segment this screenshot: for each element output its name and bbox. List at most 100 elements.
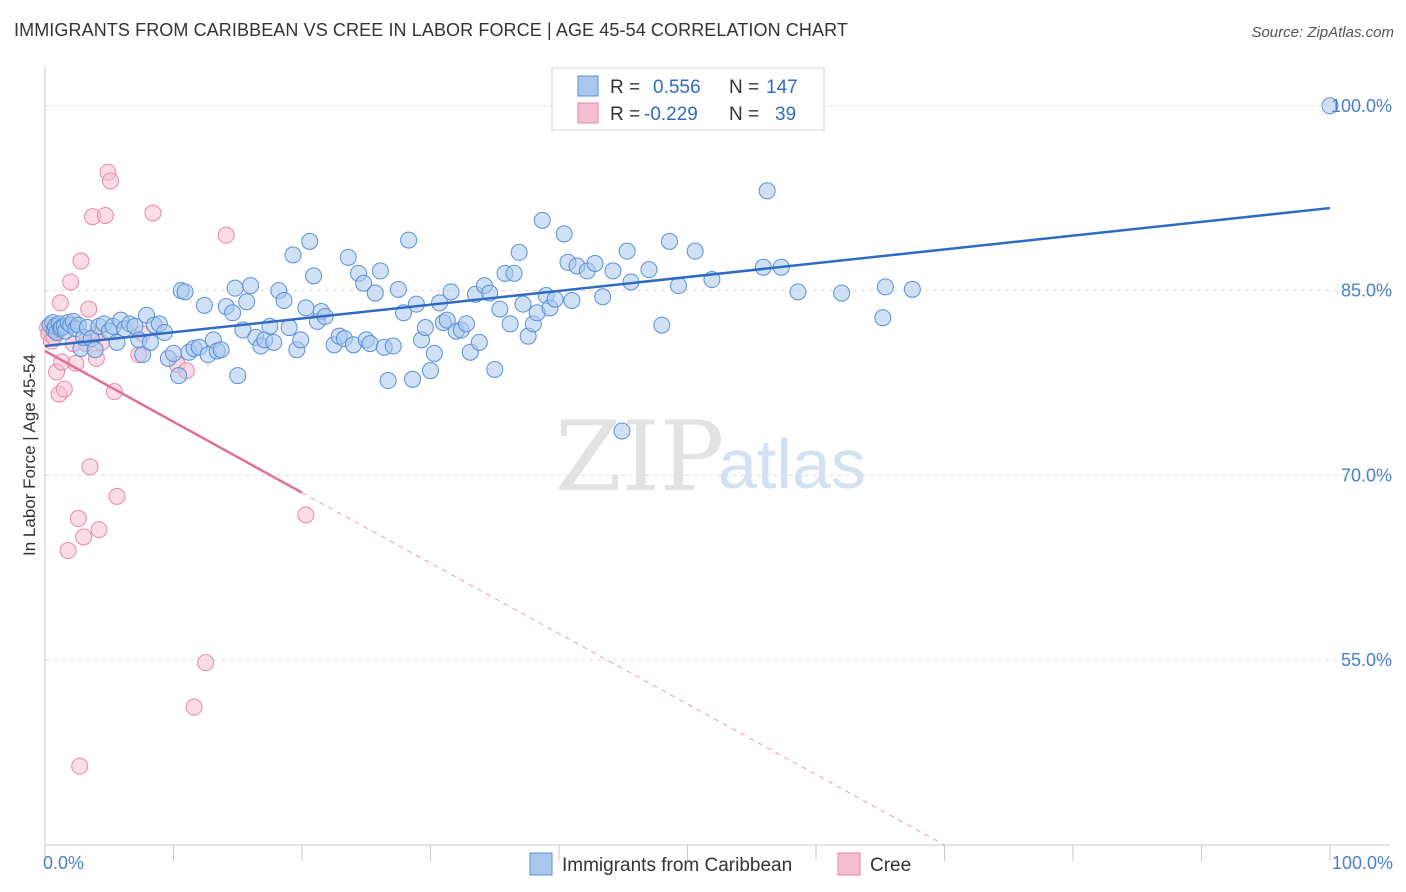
caribbean-point	[400, 231, 418, 249]
x-tick-label: 100.0%	[1332, 853, 1393, 873]
cree-point	[217, 226, 235, 244]
caribbean-point	[165, 344, 182, 362]
caribbean-point	[486, 360, 504, 378]
watermark-atlas: atlas	[718, 425, 866, 503]
x-tick-label: 0.0%	[43, 853, 84, 873]
cree-point	[81, 458, 99, 476]
caribbean-point	[505, 264, 523, 282]
cree-point	[96, 206, 114, 224]
caribbean-point	[640, 261, 658, 279]
cree-trend-extension	[301, 492, 945, 846]
legend-n-value-1: 147	[766, 77, 798, 98]
caribbean-point	[361, 335, 379, 353]
caribbean-trend-line	[44, 206, 1331, 348]
y-axis-label: In Labor Force | Age 45-54	[20, 354, 39, 556]
caribbean-point	[86, 341, 104, 359]
axes	[44, 67, 1390, 861]
caribbean-points	[41, 97, 1339, 440]
caribbean-point	[833, 284, 851, 302]
legend-r-label-1: R =	[610, 77, 640, 98]
caribbean-point	[661, 232, 679, 250]
caribbean-point	[670, 277, 688, 295]
bottom-legend: Immigrants from Caribbean Cree	[529, 852, 911, 876]
caribbean-point	[379, 372, 397, 390]
caribbean-point	[457, 315, 475, 333]
caribbean-point	[371, 262, 389, 280]
caribbean-point	[686, 242, 704, 260]
legend-r-label-2: R =	[610, 104, 640, 125]
caribbean-point	[555, 225, 573, 243]
caribbean-point	[422, 362, 439, 380]
caribbean-point	[533, 211, 551, 229]
legend-n-value-2: 39	[775, 104, 796, 125]
y-tick-label: 85.0%	[1341, 281, 1392, 301]
caribbean-point	[653, 316, 671, 334]
caribbean-point	[594, 288, 612, 306]
legend-box: R = 0.556 N = 147 R = -0.229 N = 39	[551, 67, 825, 131]
cree-point	[62, 273, 80, 291]
trend-lines	[44, 206, 1331, 846]
cree-point	[59, 542, 77, 560]
legend-swatch-cree	[577, 102, 599, 124]
legend-r-value-2: -0.229	[644, 104, 698, 125]
watermark-zip: ZIP	[555, 401, 724, 513]
caribbean-point	[470, 333, 488, 351]
bottom-legend-swatch-cree	[837, 852, 861, 876]
caribbean-point	[874, 309, 892, 327]
caribbean-point	[407, 295, 425, 313]
caribbean-point	[438, 311, 456, 329]
caribbean-point	[510, 243, 528, 261]
cree-point	[108, 487, 126, 505]
caribbean-point	[425, 344, 443, 362]
caribbean-point	[141, 333, 159, 351]
caribbean-point	[563, 291, 581, 309]
caribbean-point	[546, 290, 564, 308]
caribbean-point	[292, 331, 310, 349]
bottom-legend-label-cree: Cree	[870, 855, 911, 876]
caribbean-point	[604, 262, 622, 280]
caribbean-point	[389, 280, 407, 298]
caribbean-point	[384, 337, 402, 355]
y-tick-labels: 100.0% 85.0% 70.0% 55.0%	[1331, 96, 1392, 670]
legend-swatch-caribbean	[577, 75, 599, 97]
caribbean-point	[275, 291, 293, 309]
legend-n-label-2: N =	[729, 104, 759, 125]
caribbean-point	[170, 367, 188, 385]
caribbean-point	[229, 367, 247, 385]
caribbean-point	[134, 346, 152, 364]
caribbean-point	[876, 278, 894, 296]
cree-point	[55, 380, 73, 398]
caribbean-point	[176, 283, 194, 301]
caribbean-point	[212, 341, 230, 359]
y-tick-label: 55.0%	[1341, 650, 1392, 670]
cree-point	[71, 757, 89, 775]
caribbean-point	[280, 319, 298, 337]
caribbean-point	[301, 232, 319, 250]
legend-r-value-1: 0.556	[653, 77, 701, 98]
cree-point	[51, 294, 69, 312]
caribbean-point	[903, 280, 921, 298]
source-label: Source: ZipAtlas.com	[1251, 24, 1394, 41]
caribbean-point	[238, 293, 256, 311]
caribbean-point	[613, 422, 631, 440]
caribbean-point	[339, 248, 357, 266]
cree-trend-line	[44, 349, 303, 494]
cree-point	[297, 506, 315, 524]
caribbean-point	[758, 182, 776, 200]
caribbean-point	[491, 300, 509, 318]
legend-n-label-1: N =	[729, 77, 759, 98]
caribbean-point	[297, 299, 315, 317]
caribbean-point	[442, 283, 460, 301]
caribbean-point	[416, 319, 434, 337]
caribbean-point	[242, 277, 260, 295]
caribbean-point	[586, 254, 604, 272]
cree-point	[144, 204, 162, 222]
cree-point	[80, 300, 98, 318]
cree-point	[72, 252, 90, 270]
caribbean-point	[224, 304, 242, 322]
caribbean-point	[226, 279, 244, 297]
caribbean-point	[305, 267, 323, 285]
bottom-legend-label-caribbean: Immigrants from Caribbean	[562, 855, 792, 876]
cree-points	[39, 163, 315, 775]
